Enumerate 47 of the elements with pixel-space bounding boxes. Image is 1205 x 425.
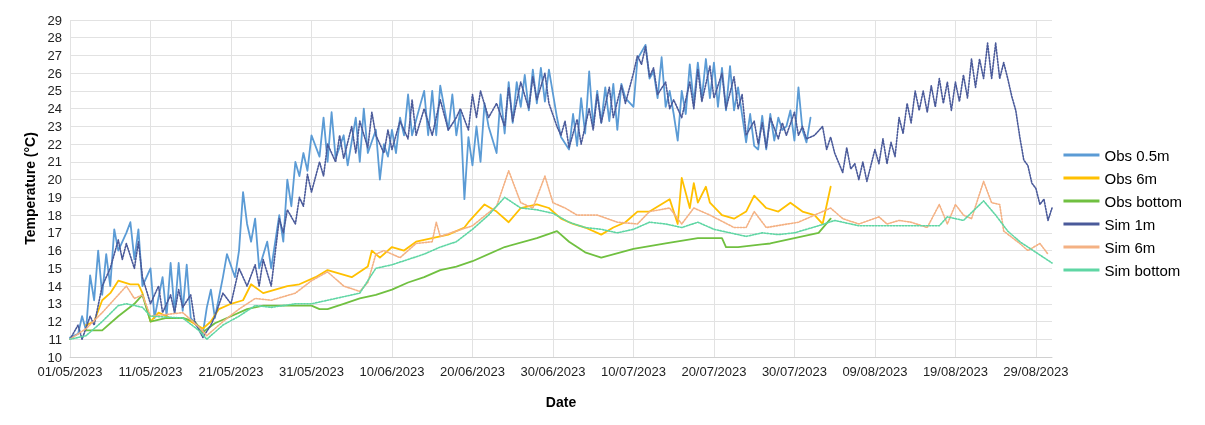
x-tick-label: 19/08/2023	[922, 364, 988, 379]
x-tick-label: 20/06/2023	[439, 364, 505, 379]
y-tick-label: 21	[47, 154, 62, 170]
y-tick-label: 25	[47, 83, 62, 99]
legend-label: Obs 0.5m	[1104, 146, 1170, 164]
x-tick-label: 31/05/2023	[278, 364, 345, 379]
x-tick-label: 21/05/2023	[198, 364, 264, 379]
y-tick-label: 26	[47, 65, 62, 81]
x-tick-label: 29/08/2023	[1003, 364, 1069, 379]
x-axis-title: Date	[545, 394, 577, 410]
line-series	[69, 43, 812, 339]
y-tick-label: 17	[47, 225, 62, 241]
y-tick-label: 19	[47, 189, 62, 205]
legend-label: Obs 6m	[1104, 169, 1157, 187]
x-tick-label: 30/06/2023	[520, 364, 586, 379]
y-tick-label: 29	[47, 12, 62, 28]
y-tick-label: 16	[47, 243, 62, 259]
legend-label: Obs bottom	[1104, 192, 1183, 210]
y-tick-label: 18	[47, 207, 62, 223]
line-series	[85, 217, 832, 334]
y-tick-label: 12	[47, 314, 62, 330]
y-tick-label: 23	[47, 118, 62, 134]
y-tick-label: 13	[47, 296, 62, 312]
y-tick-label: 22	[47, 136, 62, 152]
x-tick-label: 30/07/2023	[761, 364, 827, 379]
x-tick-label: 20/07/2023	[681, 364, 747, 379]
y-tick-label: 24	[47, 101, 62, 117]
line-series	[69, 42, 1053, 341]
y-tick-label: 14	[47, 278, 62, 294]
x-tick-label: 09/08/2023	[842, 364, 908, 379]
x-tick-label: 10/06/2023	[359, 364, 425, 379]
y-tick-label: 27	[47, 47, 62, 63]
x-tick-label: 10/07/2023	[600, 364, 666, 379]
line-series	[85, 176, 832, 330]
line-series	[69, 196, 1053, 341]
y-tick-label: 11	[48, 331, 62, 347]
y-tick-label: 10	[47, 349, 62, 365]
y-tick-label: 20	[47, 172, 62, 188]
y-tick-label: 15	[47, 260, 62, 276]
legend-label: Sim 6m	[1104, 238, 1156, 256]
legend-label: Sim 1m	[1104, 215, 1156, 233]
legend-label: Sim bottom	[1104, 261, 1181, 279]
x-tick-label: 11/05/2023	[118, 364, 183, 379]
y-axis-title: Temperature (°C)	[21, 132, 38, 245]
y-tick-label: 28	[47, 30, 62, 46]
x-tick-label: 01/05/2023	[37, 364, 103, 379]
line-series	[69, 169, 1049, 341]
